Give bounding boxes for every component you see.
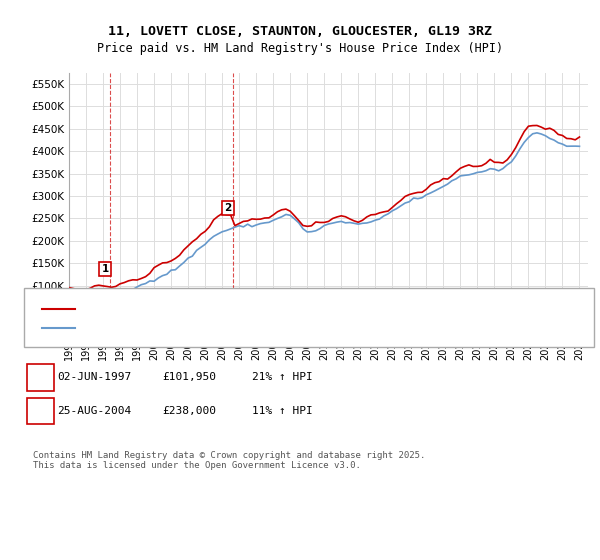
Text: 2: 2: [224, 203, 232, 213]
Text: 25-AUG-2004: 25-AUG-2004: [57, 406, 131, 416]
Text: Contains HM Land Registry data © Crown copyright and database right 2025.
This d: Contains HM Land Registry data © Crown c…: [33, 451, 425, 470]
Text: £101,950: £101,950: [162, 372, 216, 382]
Text: £238,000: £238,000: [162, 406, 216, 416]
Text: 11, LOVETT CLOSE, STAUNTON, GLOUCESTER, GL19 3RZ: 11, LOVETT CLOSE, STAUNTON, GLOUCESTER, …: [108, 25, 492, 38]
Text: 11% ↑ HPI: 11% ↑ HPI: [252, 406, 313, 416]
Text: 2: 2: [37, 406, 44, 416]
Text: Price paid vs. HM Land Registry's House Price Index (HPI): Price paid vs. HM Land Registry's House …: [97, 42, 503, 55]
Text: 21% ↑ HPI: 21% ↑ HPI: [252, 372, 313, 382]
Text: HPI: Average price, detached house, Forest of Dean: HPI: Average price, detached house, Fore…: [81, 323, 381, 333]
Text: 1: 1: [101, 264, 109, 274]
Text: 1: 1: [37, 372, 44, 382]
Text: 02-JUN-1997: 02-JUN-1997: [57, 372, 131, 382]
Text: 11, LOVETT CLOSE, STAUNTON, GLOUCESTER, GL19 3RZ (detached house): 11, LOVETT CLOSE, STAUNTON, GLOUCESTER, …: [81, 304, 471, 314]
